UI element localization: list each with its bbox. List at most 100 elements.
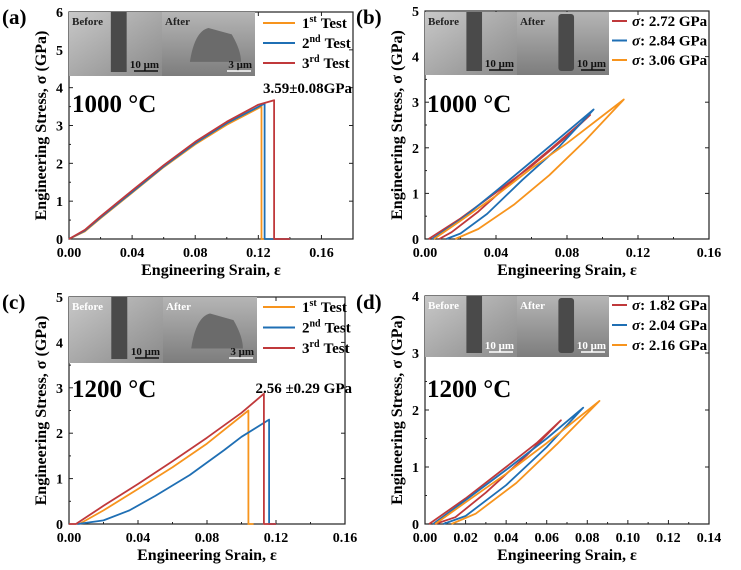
temperature-annotation: 1200 °C (72, 376, 156, 403)
temperature-annotation: 1000 °C (427, 91, 511, 118)
legend: 1st Test 2nd Test 3rd Test (263, 14, 351, 72)
legend-label-2: σ: 2.84 GPa (632, 34, 708, 50)
series-line-1 (68, 105, 290, 240)
temperature-annotation: 1200 °C (427, 376, 511, 403)
sem-inset: Before After 10 μm 10 μm (425, 296, 609, 357)
x-tick-label: 0.04 (494, 531, 519, 546)
pillar-before-shape (466, 296, 483, 353)
y-tick-label: 3 (412, 96, 419, 111)
temperature-annotation: 1000 °C (72, 91, 156, 118)
y-tick-label: 4 (412, 290, 419, 305)
y-tick-label: 5 (56, 44, 63, 59)
scale-bar-label-before: 10 μm (485, 58, 514, 70)
legend-label-3: 3rd Test (302, 54, 350, 72)
strength-annotation: 3.59±0.08GPa (263, 81, 353, 97)
x-tick-label: 0.08 (575, 531, 600, 546)
y-tick-label: 1 (412, 187, 419, 202)
series-line-3 (69, 392, 276, 525)
inset-before-label: Before (428, 300, 459, 312)
x-tick-label: 0.00 (57, 246, 82, 261)
y-axis-label: Engineering Stress, σ (GPa) (33, 31, 50, 221)
y-axis-label: Engineering Stress, σ (GPa) (33, 316, 50, 506)
chart-panel-b: (b) 0.00 0.04 0.08 0.12 0.16 0 1 2 3 4 5 Engineering… (356, 5, 721, 279)
x-tick-label: 0.16 (309, 246, 334, 261)
pillar-after-shape (189, 28, 242, 62)
y-tick-label: 1 (56, 473, 63, 488)
x-axis-label: Engineering Srain, ε (497, 547, 637, 564)
x-tick-label: 0.08 (555, 246, 580, 261)
legend-label-2: 2nd Test (302, 34, 351, 52)
scale-bar-label-before: 10 μm (131, 346, 160, 358)
x-tick-label: 0.04 (120, 246, 145, 261)
x-tick-label: 0.10 (616, 531, 641, 546)
legend: σ: 2.72 GPa σ: 2.84 GPa σ: 3.06 GPa (612, 14, 708, 69)
scale-bar-label-before: 10 μm (485, 340, 514, 352)
inset-after-label: After (166, 301, 191, 313)
series-line-2 (431, 108, 595, 240)
x-axis-label: Engineering Srain, ε (497, 262, 637, 279)
pillar-before-shape (111, 297, 128, 359)
y-tick-label: 4 (56, 336, 63, 351)
series-line-2 (68, 102, 290, 240)
sem-inset: Before After 10 μm 10 μm (425, 12, 609, 75)
x-tick-label: 0.02 (453, 531, 478, 546)
panel-label: (a) (2, 5, 27, 29)
y-tick-label: 2 (412, 142, 419, 157)
scale-bar-label-before: 10 μm (130, 59, 159, 71)
y-tick-label: 2 (56, 427, 63, 442)
pillar-before-shape (466, 12, 483, 71)
x-tick-label: 0.14 (697, 531, 722, 546)
y-tick-label: 1 (56, 195, 63, 210)
chart-panel-c: (c) 0.00 0.04 0.08 0.12 0.16 0 1 2 3 4 5 Engineering… (2, 290, 357, 564)
inset-before-label: Before (72, 16, 103, 28)
x-tick-label: 0.00 (413, 531, 438, 546)
y-axis-label: Engineering Stress, σ (GPa) (389, 315, 406, 505)
legend-label-3: σ: 3.06 GPa (632, 53, 708, 69)
x-tick-label: 0.04 (484, 246, 509, 261)
y-tick-label: 2 (56, 157, 63, 172)
series-line-1 (78, 409, 254, 525)
x-axis-label: Engineering Srain, ε (141, 262, 281, 279)
legend-label-2: 2nd Test (302, 319, 351, 337)
x-tick-label: 0.12 (264, 531, 289, 546)
x-tick-label: 0.00 (57, 531, 82, 546)
y-tick-label: 5 (412, 5, 419, 20)
legend-label-2: σ: 2.04 GPa (632, 318, 708, 334)
x-tick-label: 0.12 (626, 246, 651, 261)
legend-label-1: σ: 1.82 GPa (632, 298, 708, 314)
panel-label: (b) (356, 5, 382, 29)
y-tick-label: 0 (412, 518, 419, 533)
pillar-before-shape (110, 12, 127, 72)
y-tick-label: 0 (56, 518, 63, 533)
x-tick-label: 0.16 (333, 531, 358, 546)
pillar-after-shape (558, 298, 575, 353)
inset-after-label: After (520, 300, 545, 312)
scale-bar-label-after: 10 μm (577, 340, 606, 352)
panel-label: (c) (2, 290, 25, 314)
x-axis-label: Engineering Srain, ε (137, 547, 277, 564)
pillar-after-shape (558, 14, 575, 71)
legend-label-1: σ: 2.72 GPa (632, 14, 708, 30)
x-tick-label: 0.12 (656, 531, 681, 546)
scale-bar-label-after: 3 μm (228, 59, 252, 71)
y-tick-label: 0 (56, 233, 63, 248)
pillar-after-shape (191, 313, 243, 349)
series-line-2 (77, 418, 276, 525)
y-tick-label: 3 (56, 382, 63, 397)
x-tick-label: 0.00 (413, 246, 438, 261)
x-tick-label: 0.16 (697, 246, 722, 261)
series-line-2 (432, 406, 585, 525)
series-line-1 (428, 419, 562, 525)
sem-inset: Before After 10 μm 3 μm (69, 297, 257, 363)
y-tick-label: 1 (412, 461, 419, 476)
y-tick-label: 0 (412, 233, 419, 248)
y-tick-label: 3 (412, 347, 419, 362)
y-tick-label: 4 (56, 82, 63, 97)
x-tick-label: 0.08 (183, 246, 208, 261)
legend: σ: 1.82 GPa σ: 2.04 GPa σ: 2.16 GPa (612, 298, 708, 354)
series-line-3 (434, 400, 601, 525)
legend: 1st Test 2nd Test 3rd Test (263, 298, 351, 357)
x-tick-label: 0.04 (126, 531, 151, 546)
chart-panel-a: (a) 0.00 0.04 0.08 0.12 0.16 0 1 2 3 4 5 6 Engineerin… (2, 5, 354, 279)
